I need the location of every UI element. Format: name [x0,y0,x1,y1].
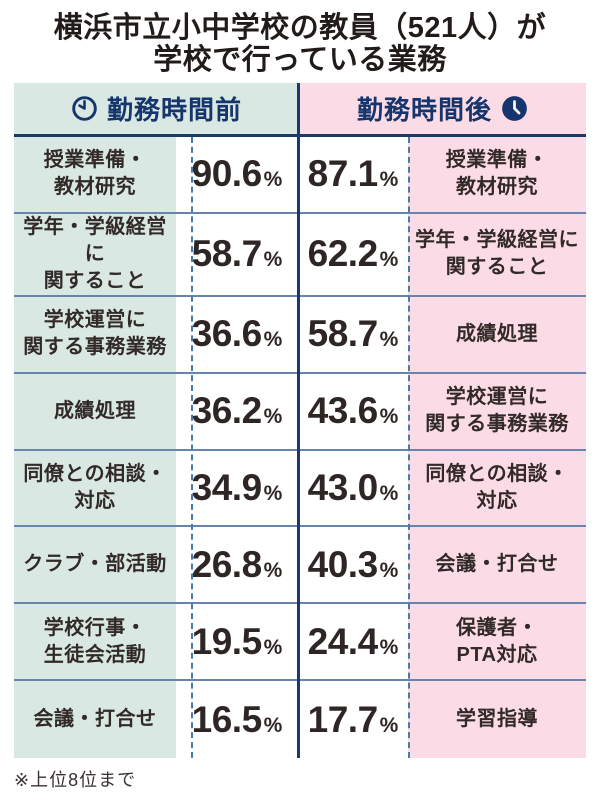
before-task-label: 学年・学級経営に 関すること [14,213,176,295]
table-row: クラブ・部活動 26.8% 40.3% 会議・打合せ [14,527,586,605]
table-body: 授業準備・ 教材研究 90.6% 87.1% 授業準備・ 教材研究 学年・学級経… [14,137,586,758]
before-task-label: 授業準備・ 教材研究 [14,137,176,212]
before-task-value: 26.8% [176,527,298,603]
table-row: 学校運営に 関する事務業務 36.6% 58.7% 成績処理 [14,296,586,374]
left-dashed-divider [191,137,193,758]
before-task-label: 同僚との相談・ 対応 [14,450,176,526]
page-title-line1: 横浜市立小中学校の教員（521人）が [53,12,547,44]
header-before-work: 勤務時間前 [14,83,299,134]
after-task-value: 62.2% [298,213,408,295]
after-task-value: 40.3% [298,527,408,603]
before-task-label: クラブ・部活動 [14,527,176,603]
footnote: ※上位8位まで [14,770,137,790]
page-title-line2: 学校で行っている業務 [153,44,447,77]
after-task-value: 17.7% [298,681,408,758]
before-task-label: 学校運営に 関する事務業務 [14,296,176,372]
before-task-value: 36.2% [176,373,298,449]
before-task-value: 58.7% [176,213,298,295]
table-row: 学年・学級経営に 関すること 58.7% 62.2% 学年・学級経営に 関するこ… [14,213,586,297]
before-task-label: 会議・打合せ [14,681,176,758]
before-task-value: 36.6% [176,296,298,372]
table-row: 授業準備・ 教材研究 90.6% 87.1% 授業準備・ 教材研究 [14,137,586,214]
header-after-work: 勤務時間後 [299,83,586,134]
after-task-label: 同僚との相談・ 対応 [408,450,586,526]
header-after-label: 勤務時間後 [356,95,492,125]
after-task-label: 授業準備・ 教材研究 [408,137,586,212]
center-divider-line [297,83,300,758]
after-task-value: 58.7% [298,296,408,372]
after-task-label: 学校運営に 関する事務業務 [408,373,586,449]
after-task-label: 成績処理 [408,296,586,372]
table-row: 会議・打合せ 16.5% 17.7% 学習指導 [14,681,586,758]
table-row: 同僚との相談・ 対応 34.9% 43.0% 同僚との相談・ 対応 [14,450,586,528]
after-task-value: 43.6% [298,373,408,449]
after-task-value: 87.1% [298,137,408,212]
after-task-label: 保護者・ PTA対応 [408,604,586,680]
table-row: 成績処理 36.2% 43.6% 学校運営に 関する事務業務 [14,373,586,451]
before-task-value: 34.9% [176,450,298,526]
after-task-value: 43.0% [298,450,408,526]
after-task-value: 24.4% [298,604,408,680]
work-comparison-table: 勤務時間前 勤務時間後 授業準備・ 教材研究 90.6% 87.1% 授業準備・… [14,83,586,758]
after-task-label: 会議・打合せ [408,527,586,603]
after-task-label: 学習指導 [408,681,586,758]
before-task-label: 学校行事・ 生徒会活動 [14,604,176,680]
before-task-value: 19.5% [176,604,298,680]
after-task-label: 学年・学級経営に 関すること [408,213,586,295]
before-task-value: 90.6% [176,137,298,212]
before-task-label: 成績処理 [14,373,176,449]
table-header: 勤務時間前 勤務時間後 [14,83,586,137]
right-dashed-divider [408,137,410,758]
page-title: 横浜市立小中学校の教員（521人）が 学校で行っている業務 [0,12,600,77]
clock-filled-icon [501,95,528,122]
table-row: 学校行事・ 生徒会活動 19.5% 24.4% 保護者・ PTA対応 [14,604,586,682]
before-task-value: 16.5% [176,681,298,758]
header-before-label: 勤務時間前 [106,95,242,125]
clock-outline-icon [71,95,98,122]
